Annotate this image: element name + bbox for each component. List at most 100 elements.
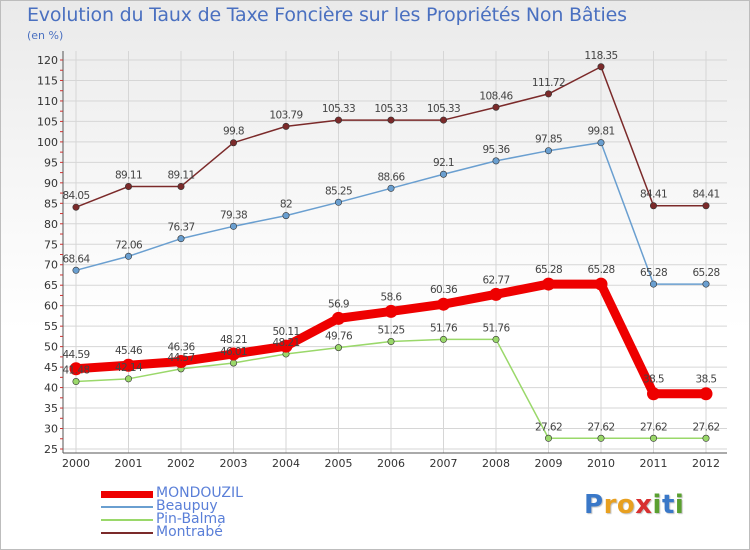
data-label-montrab-: 84.41: [640, 189, 667, 201]
data-point-pin-balma: [230, 359, 238, 367]
data-point-beaupuy: [439, 170, 447, 178]
y-tick-label: 90: [44, 177, 58, 190]
data-point-beaupuy: [230, 222, 238, 230]
data-label-pin-balma: 48.21: [272, 337, 299, 349]
data-point-montrab-: [334, 116, 342, 124]
data-label-mondouzil: 38.5: [643, 374, 664, 386]
x-tick-label: 2008: [482, 457, 510, 470]
x-tick-label: 2004: [272, 457, 300, 470]
data-label-beaupuy: 79.38: [220, 209, 247, 221]
y-tick-label: 50: [44, 341, 58, 354]
data-point-beaupuy: [544, 147, 552, 155]
axes: 25 30 35 40 45 50 55 60 65 70 75 80 85 90 95 100 105 110 1…: [37, 51, 727, 470]
logo-letter: i: [652, 490, 662, 520]
y-tick-label: 95: [44, 156, 58, 169]
data-point-beaupuy: [334, 198, 342, 206]
x-tick-label: 2011: [640, 457, 668, 470]
data-label-mondouzil: 50.11: [272, 326, 299, 338]
data-label-montrab-: 89.11: [167, 169, 194, 181]
legend-label: MONDOUZIL: [156, 485, 243, 501]
data-label-montrab-: 105.33: [374, 103, 407, 115]
series-lines: [69, 63, 713, 442]
x-tick-label: 2005: [325, 457, 353, 470]
legend-label: Montrabé: [156, 524, 223, 540]
data-label-pin-balma: 41.48: [62, 365, 89, 377]
x-tick-label: 2001: [115, 457, 143, 470]
data-point-mondouzil: [122, 358, 135, 372]
data-point-pin-balma: [597, 434, 605, 442]
data-point-pin-balma: [492, 335, 500, 343]
data-point-mondouzil: [279, 339, 293, 353]
data-label-pin-balma: 46.01: [220, 346, 247, 358]
x-tick-label: 2010: [587, 457, 615, 470]
data-point-pin-balma: [72, 378, 80, 386]
data-label-pin-balma: 27.62: [692, 421, 719, 433]
data-label-pin-balma: 27.62: [640, 421, 667, 433]
data-label-montrab-: 105.33: [427, 103, 460, 115]
data-label-montrab-: 89.11: [115, 169, 142, 181]
data-point-beaupuy: [649, 280, 657, 288]
data-label-montrab-: 103.79: [269, 109, 302, 121]
data-label-beaupuy: 92.1: [433, 157, 454, 169]
proxiti-logo: Proxiti: [584, 490, 684, 520]
data-point-beaupuy: [177, 235, 185, 243]
y-tick-label: 85: [44, 197, 58, 210]
y-tick-label: 80: [44, 218, 58, 231]
y-tick-label: 65: [44, 279, 58, 292]
data-point-montrab-: [72, 203, 80, 211]
x-tick-label: 2007: [430, 457, 458, 470]
logo-letter: t: [661, 490, 675, 520]
data-label-mondouzil: 60.36: [430, 284, 458, 296]
y-tick-label: 70: [44, 259, 58, 272]
data-label-mondouzil: 38.5: [696, 374, 717, 386]
x-tick-label: 2003: [220, 457, 248, 470]
data-point-pin-balma: [649, 434, 657, 442]
data-label-montrab-: 84.05: [62, 190, 89, 202]
data-label-pin-balma: 27.62: [587, 421, 614, 433]
y-tick-label: 30: [44, 423, 58, 436]
data-labels: 84.05 89.11 89.11 99.8 103.79 105.33 105.33 105…: [62, 50, 720, 434]
data-point-montrab-: [387, 116, 395, 124]
data-point-mondouzil: [594, 277, 608, 291]
data-label-beaupuy: 95.36: [482, 144, 510, 156]
data-label-beaupuy: 88.66: [377, 171, 405, 183]
x-tick-label: 2006: [377, 457, 405, 470]
data-label-montrab-: 118.35: [584, 50, 617, 62]
data-label-beaupuy: 85.25: [325, 185, 352, 197]
data-label-pin-balma: 44.57: [167, 352, 194, 364]
data-point-pin-balma: [702, 434, 710, 442]
data-point-beaupuy: [597, 139, 605, 147]
data-point-montrab-: [492, 103, 500, 111]
data-point-mondouzil: [699, 387, 713, 401]
data-point-beaupuy: [492, 157, 500, 165]
data-label-montrab-: 99.8: [223, 126, 244, 138]
y-tick-label: 75: [44, 238, 58, 251]
y-tick-label: 110: [37, 95, 58, 108]
legend-swatch: [101, 519, 153, 521]
data-label-beaupuy: 97.85: [535, 134, 562, 146]
y-tick-label: 55: [44, 320, 58, 333]
data-point-mondouzil: [384, 304, 398, 318]
data-label-mondouzil: 65.28: [535, 264, 562, 276]
chart-title: Evolution du Taux de Taxe Foncière sur l…: [27, 4, 627, 26]
data-label-montrab-: 105.33: [322, 103, 355, 115]
data-point-montrab-: [282, 122, 290, 130]
data-point-beaupuy: [72, 266, 80, 274]
data-point-mondouzil: [437, 297, 450, 311]
y-tick-label: 115: [37, 74, 58, 87]
data-label-beaupuy: 82: [280, 199, 292, 211]
y-tick-label: 45: [44, 361, 58, 374]
logo-letter: r: [603, 490, 617, 520]
x-tick-label: 2002: [167, 457, 195, 470]
data-label-beaupuy: 65.28: [692, 267, 719, 279]
data-point-beaupuy: [282, 212, 290, 220]
x-tick-label: 2000: [62, 457, 90, 470]
legend-swatch: [101, 506, 153, 508]
data-point-mondouzil: [69, 362, 83, 376]
data-point-pin-balma: [544, 434, 552, 442]
data-label-mondouzil: 56.9: [328, 298, 349, 310]
data-point-mondouzil: [227, 347, 240, 361]
data-label-beaupuy: 99.81: [587, 126, 614, 138]
legend-label: Pin-Balma: [156, 511, 226, 527]
data-point-montrab-: [177, 182, 185, 190]
